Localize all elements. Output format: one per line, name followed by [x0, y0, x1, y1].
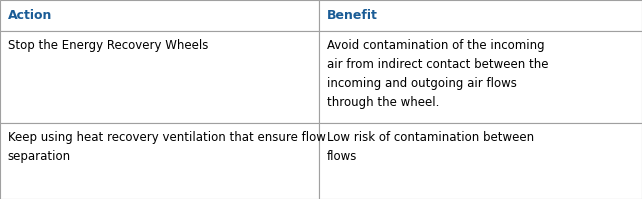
Bar	[0, 31, 319, 123]
Text: Stop the Energy Recovery Wheels: Stop the Energy Recovery Wheels	[8, 39, 208, 52]
Bar	[0, 123, 319, 199]
Text: Action: Action	[8, 9, 52, 22]
Bar	[319, 123, 642, 199]
Text: Keep using heat recovery ventilation that ensure flow
separation: Keep using heat recovery ventilation tha…	[8, 131, 325, 163]
Bar	[0, 0, 319, 31]
Text: Avoid contamination of the incoming
air from indirect contact between the
incomi: Avoid contamination of the incoming air …	[327, 39, 548, 109]
Bar	[319, 0, 642, 31]
Text: Low risk of contamination between
flows: Low risk of contamination between flows	[327, 131, 534, 163]
Text: Benefit: Benefit	[327, 9, 377, 22]
Bar	[319, 31, 642, 123]
